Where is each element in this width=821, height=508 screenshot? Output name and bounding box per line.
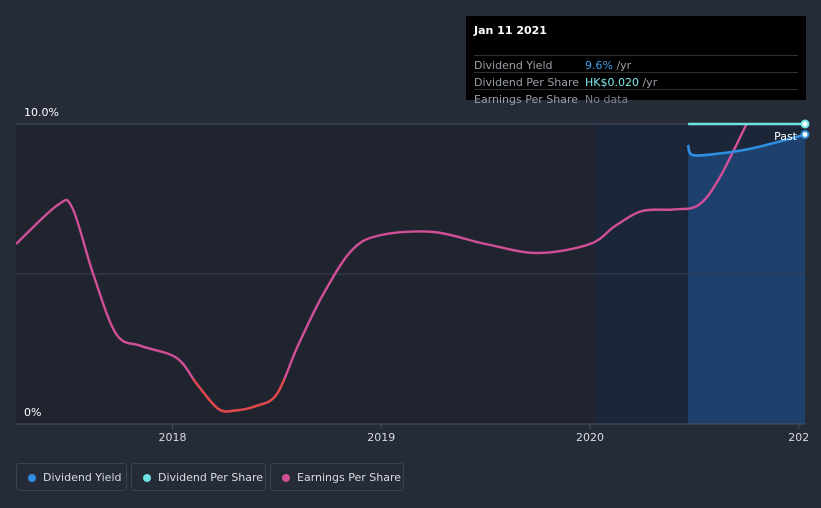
tooltip-date: Jan 11 2021 <box>474 24 547 37</box>
legend-dividend-yield[interactable]: Dividend Yield <box>16 463 127 491</box>
tooltip-unit: /yr <box>612 59 632 72</box>
tooltip-value: HK$0.020 <box>585 76 639 89</box>
past-label: Past <box>774 130 798 143</box>
dividend-yield-line <box>686 133 806 157</box>
tooltip-label: Earnings Per Share <box>474 93 579 106</box>
legend-label: Earnings Per Share <box>297 471 402 484</box>
tooltip-row-dividend-yield: Dividend Yield 9.6% /yr <box>474 55 798 73</box>
x-tick-label: 2019 <box>367 431 395 444</box>
tooltip-label: Dividend Yield <box>474 59 553 72</box>
tooltip-row-earnings-per-share: Earnings Per Share No data <box>474 89 798 106</box>
x-tick-label: 2020 <box>576 431 604 444</box>
x-tick-label: 202 <box>788 431 809 444</box>
x-tick-label: 2018 <box>159 431 187 444</box>
y-axis-label-bottom: 0% <box>24 406 41 419</box>
tooltip-label: Dividend Per Share <box>474 76 580 89</box>
legend-dot-icon <box>282 474 290 482</box>
legend-label: Dividend Per Share <box>158 471 264 484</box>
tooltip-row-dividend-per-share: Dividend Per Share HK$0.020 /yr <box>474 72 798 90</box>
dividend-yield-endpoint <box>800 130 810 139</box>
legend-earnings-per-share[interactable]: Earnings Per Share <box>270 463 404 491</box>
y-axis-label-top: 10.0% <box>24 106 59 119</box>
tooltip-value: No data <box>585 93 629 106</box>
tooltip-unit: /yr <box>638 76 658 89</box>
legend-dividend-per-share[interactable]: Dividend Per Share <box>131 463 266 491</box>
tooltip-value: 9.6% <box>585 59 613 72</box>
dividend-per-share-endpoint <box>800 119 810 129</box>
legend-dot-icon <box>28 474 36 482</box>
earnings-per-share-line <box>16 123 748 413</box>
dividend-yield-area <box>688 134 805 424</box>
legend-dot-icon <box>143 474 151 482</box>
tooltip: Jan 11 2021 Dividend Yield 9.6% /yr Divi… <box>466 16 806 106</box>
legend-label: Dividend Yield <box>43 471 122 484</box>
